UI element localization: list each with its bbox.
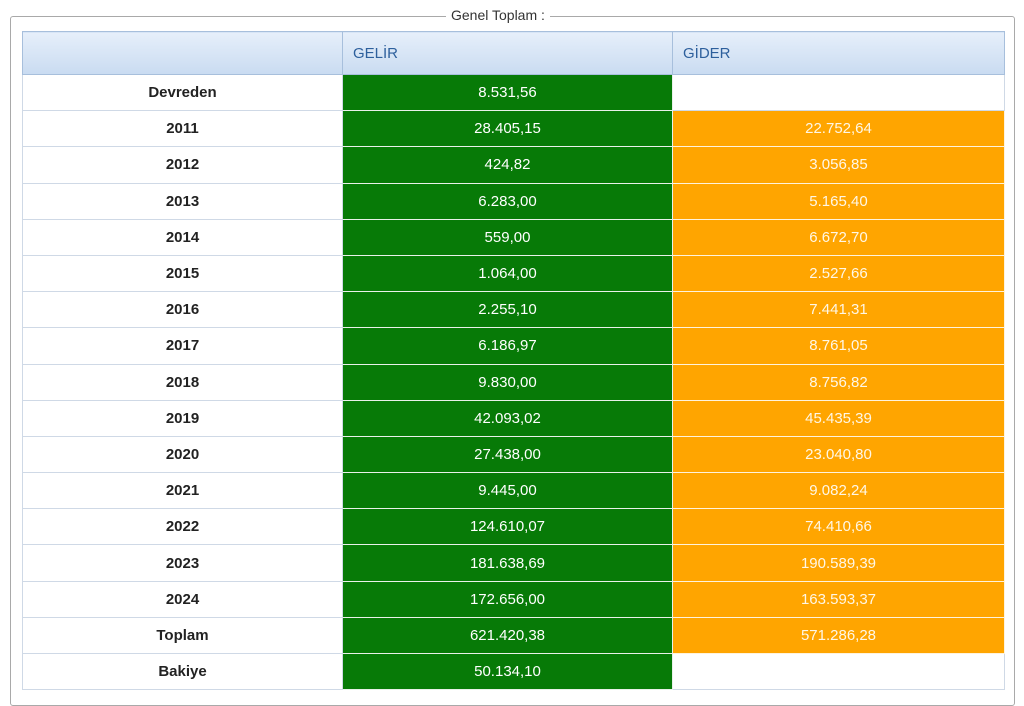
income-cell: 42.093,02 [342, 399, 673, 437]
table-row: 2013 6.283,00 5.165,40 [22, 182, 1005, 220]
row-label: 2018 [22, 363, 343, 401]
row-label: 2019 [22, 399, 343, 437]
table-header: GELİR GİDER [22, 31, 1005, 75]
table-row: 2022 124.610,07 74.410,66 [22, 508, 1005, 546]
row-label: Toplam [22, 616, 343, 655]
row-label: Devreden [22, 73, 343, 112]
header-cell [22, 31, 343, 75]
income-cell: 424,82 [342, 146, 673, 184]
table-row: 2023 181.638,69 190.589,39 [22, 544, 1005, 582]
table-row: Bakiye 50.134,10 [22, 652, 1005, 691]
row-label: 2011 [22, 110, 343, 148]
table-row: 2016 2.255,10 7.441,31 [22, 291, 1005, 329]
expense-cell: 5.165,40 [672, 182, 1005, 220]
row-label: 2020 [22, 435, 343, 474]
income-cell: 621.420,38 [342, 616, 673, 655]
row-label: 2021 [22, 472, 343, 510]
expense-cell: 7.441,31 [672, 291, 1005, 329]
group-legend: Genel Toplam : [446, 7, 550, 23]
income-cell: 9.830,00 [342, 363, 673, 401]
expense-cell: 190.589,39 [672, 544, 1005, 582]
header-row: GELİR GİDER [22, 31, 1005, 75]
expense-cell: 2.527,66 [672, 254, 1005, 293]
income-cell: 172.656,00 [342, 580, 673, 618]
expense-cell: 163.593,37 [672, 580, 1005, 618]
expense-cell: 6.672,70 [672, 218, 1005, 256]
header-cell: GELİR [342, 31, 673, 75]
expense-cell: 8.756,82 [672, 363, 1005, 401]
expense-cell: 45.435,39 [672, 399, 1005, 437]
income-cell: 8.531,56 [342, 73, 673, 112]
row-label: 2017 [22, 327, 343, 365]
table-row: 2015 1.064,00 2.527,66 [22, 254, 1005, 293]
income-cell: 2.255,10 [342, 291, 673, 329]
expense-cell: 8.761,05 [672, 327, 1005, 365]
expense-cell: 22.752,64 [672, 110, 1005, 148]
row-label: 2015 [22, 254, 343, 293]
table-row: 2011 28.405,15 22.752,64 [22, 110, 1005, 148]
table-row: 2019 42.093,02 45.435,39 [22, 399, 1005, 437]
expense-cell: 571.286,28 [672, 616, 1005, 655]
income-cell: 6.186,97 [342, 327, 673, 365]
row-label: 2016 [22, 291, 343, 329]
table-row: 2014 559,00 6.672,70 [22, 218, 1005, 256]
income-cell: 1.064,00 [342, 254, 673, 293]
table-row: 2017 6.186,97 8.761,05 [22, 327, 1005, 365]
expense-cell: 23.040,80 [672, 435, 1005, 474]
income-cell: 9.445,00 [342, 472, 673, 510]
row-label: Bakiye [22, 652, 343, 691]
income-cell: 50.134,10 [342, 652, 673, 691]
table-row: Devreden 8.531,56 [22, 73, 1005, 112]
table-row: 2021 9.445,00 9.082,24 [22, 472, 1005, 510]
header-cell: GİDER [672, 31, 1005, 75]
table-row: 2024 172.656,00 163.593,37 [22, 580, 1005, 618]
expense-cell: 74.410,66 [672, 508, 1005, 546]
income-cell: 27.438,00 [342, 435, 673, 474]
summary-table: GELİR GİDER Devreden 8.531,56 2011 28.405,1… [22, 31, 1005, 691]
table-row: Toplam 621.420,38 571.286,28 [22, 616, 1005, 655]
empty-cell [672, 73, 1005, 112]
table-row: 2012 424,82 3.056,85 [22, 146, 1005, 184]
income-cell: 181.638,69 [342, 544, 673, 582]
table-row: 2018 9.830,00 8.756,82 [22, 363, 1005, 401]
row-label: 2013 [22, 182, 343, 220]
row-label: 2014 [22, 218, 343, 256]
income-cell: 28.405,15 [342, 110, 673, 148]
row-label: 2012 [22, 146, 343, 184]
row-label: 2023 [22, 544, 343, 582]
income-cell: 559,00 [342, 218, 673, 256]
table-row: 2020 27.438,00 23.040,80 [22, 435, 1005, 474]
row-label: 2024 [22, 580, 343, 618]
empty-cell [672, 652, 1005, 691]
expense-cell: 9.082,24 [672, 472, 1005, 510]
table-body: Devreden 8.531,56 2011 28.405,15 22.752,64 20… [22, 73, 1005, 691]
row-label: 2022 [22, 508, 343, 546]
income-cell: 124.610,07 [342, 508, 673, 546]
income-cell: 6.283,00 [342, 182, 673, 220]
expense-cell: 3.056,85 [672, 146, 1005, 184]
